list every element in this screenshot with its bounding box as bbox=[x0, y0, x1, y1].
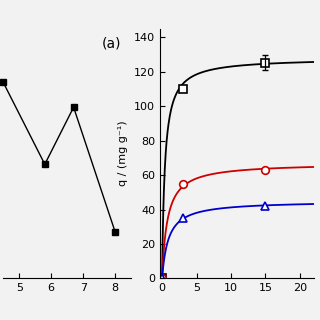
Y-axis label: q / (mg g⁻¹): q / (mg g⁻¹) bbox=[118, 121, 128, 187]
Text: (a): (a) bbox=[101, 36, 121, 50]
